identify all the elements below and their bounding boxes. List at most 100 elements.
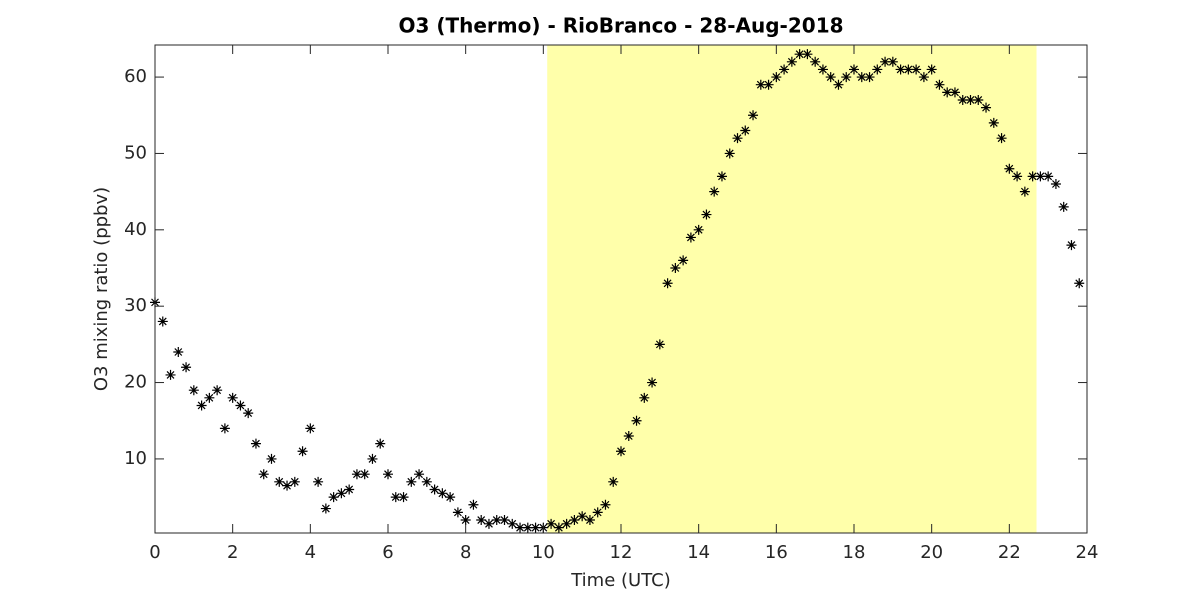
- data-point: [949, 87, 960, 98]
- x-tick-label: 20: [920, 542, 943, 563]
- shaded-region: [547, 45, 1037, 533]
- x-tick-label: 2: [227, 542, 238, 563]
- data-point: [631, 415, 642, 426]
- data-point: [421, 476, 432, 487]
- data-point: [779, 64, 790, 75]
- data-point: [328, 492, 339, 503]
- data-point: [390, 492, 401, 503]
- data-point: [981, 102, 992, 113]
- data-point: [1019, 186, 1030, 197]
- x-axis-label: Time (UTC): [570, 570, 671, 591]
- data-point: [592, 507, 603, 518]
- data-point: [1058, 201, 1069, 212]
- data-point: [833, 79, 844, 90]
- data-point: [452, 507, 463, 518]
- data-point: [522, 522, 533, 533]
- data-point: [297, 446, 308, 457]
- data-point: [577, 511, 588, 522]
- data-point: [957, 94, 968, 105]
- x-tick-label: 6: [382, 542, 393, 563]
- data-point: [1035, 171, 1046, 182]
- y-tick-label: 30: [124, 295, 147, 316]
- data-point: [173, 347, 184, 358]
- data-point: [483, 518, 494, 529]
- data-point: [887, 56, 898, 67]
- data-point: [344, 484, 355, 495]
- data-point: [654, 339, 665, 350]
- data-point: [219, 423, 230, 434]
- data-point: [1004, 163, 1015, 174]
- data-point: [499, 515, 510, 526]
- data-point: [755, 79, 766, 90]
- data-point: [864, 72, 875, 83]
- data-point: [1066, 240, 1077, 251]
- y-tick-label: 20: [124, 372, 147, 393]
- data-point: [903, 64, 914, 75]
- data-point: [305, 423, 316, 434]
- data-point: [1027, 171, 1038, 182]
- data-point: [491, 515, 502, 526]
- y-tick-label: 40: [124, 219, 147, 240]
- data-point: [569, 515, 580, 526]
- data-point: [724, 148, 735, 159]
- data-point: [748, 110, 759, 121]
- data-point: [212, 385, 223, 396]
- x-tick-label: 22: [998, 542, 1021, 563]
- data-point: [802, 49, 813, 60]
- data-point: [771, 72, 782, 83]
- data-point: [258, 469, 269, 480]
- x-tick-label: 12: [610, 542, 633, 563]
- y-tick-label: 60: [124, 66, 147, 87]
- data-point: [608, 476, 619, 487]
- data-point: [701, 209, 712, 220]
- data-point: [810, 56, 821, 67]
- data-point: [685, 232, 696, 243]
- data-point: [320, 503, 331, 514]
- data-point: [336, 488, 347, 499]
- data-point: [188, 385, 199, 396]
- y-axis-label: O3 mixing ratio (ppbv): [91, 187, 112, 391]
- data-point: [895, 64, 906, 75]
- data-point: [507, 518, 518, 529]
- data-point: [1074, 278, 1085, 289]
- y-tick-label: 10: [124, 448, 147, 469]
- data-point: [157, 316, 168, 327]
- data-point: [965, 94, 976, 105]
- data-point: [678, 255, 689, 266]
- data-point: [383, 469, 393, 480]
- data-point: [856, 72, 867, 83]
- data-point: [289, 476, 300, 487]
- data-point: [553, 522, 564, 533]
- data-point: [235, 400, 246, 411]
- data-point: [849, 64, 859, 75]
- data-point: [639, 392, 650, 403]
- data-point: [204, 392, 215, 403]
- data-point: [817, 64, 828, 75]
- data-point: [546, 518, 557, 529]
- data-point: [647, 377, 658, 388]
- data-point: [561, 518, 572, 529]
- data-point: [165, 369, 176, 380]
- data-point: [763, 79, 774, 90]
- y-tick-label: 50: [124, 142, 147, 163]
- data-point: [600, 499, 611, 510]
- data-point: [841, 72, 852, 83]
- data-point: [825, 72, 836, 83]
- data-point: [794, 49, 805, 60]
- x-tick-label: 0: [149, 542, 160, 563]
- data-point: [973, 94, 984, 105]
- data-point: [351, 469, 362, 480]
- data-point: [616, 446, 626, 457]
- data-point: [1050, 178, 1061, 189]
- data-point: [584, 515, 595, 526]
- data-point: [398, 492, 409, 503]
- data-point: [515, 522, 526, 533]
- data-point: [181, 362, 192, 373]
- data-point: [429, 484, 440, 495]
- data-point: [476, 515, 487, 526]
- data-point: [670, 262, 681, 273]
- data-point: [709, 186, 720, 197]
- x-tick-label: 4: [305, 542, 316, 563]
